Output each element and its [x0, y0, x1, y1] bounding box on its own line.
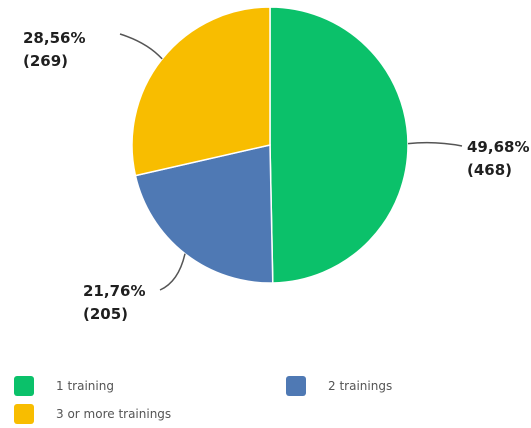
- legend-item-1-training: 1 training: [14, 376, 114, 396]
- slice-2-count-label: (205): [83, 305, 128, 323]
- legend-swatch-2-trainings: [286, 376, 306, 396]
- slice-3-percent-label: 28,56%: [23, 29, 85, 47]
- legend-swatch-3-or-more-trainings: [14, 404, 34, 424]
- slice-3-leader-line: [119, 33, 163, 60]
- slice-2-percent-label: 21,76%: [83, 282, 145, 300]
- legend-label-3-or-more-trainings: 3 or more trainings: [56, 407, 172, 421]
- pie-chart: 49,68% (468) 21,76% (205) 28,56% (269): [23, 6, 529, 323]
- slice-3-or-more-trainings: [131, 6, 271, 177]
- legend-label-1-training: 1 training: [56, 379, 114, 393]
- slice-2-leader-line: [159, 253, 186, 291]
- slice-1-count-label: (468): [467, 161, 512, 179]
- legend-swatch-1-training: [14, 376, 34, 396]
- slice-2-trainings: [134, 144, 274, 284]
- legend-item-2-trainings: 2 trainings: [286, 376, 392, 396]
- legend-item-3-or-more-trainings: 3 or more trainings: [14, 404, 171, 424]
- legend-label-2-trainings: 2 trainings: [328, 379, 393, 393]
- slice-1-percent-label: 49,68%: [467, 138, 529, 156]
- slice-1-leader-line: [407, 141, 463, 147]
- slice-1-training: [269, 6, 409, 284]
- slice-3-count-label: (269): [23, 52, 68, 70]
